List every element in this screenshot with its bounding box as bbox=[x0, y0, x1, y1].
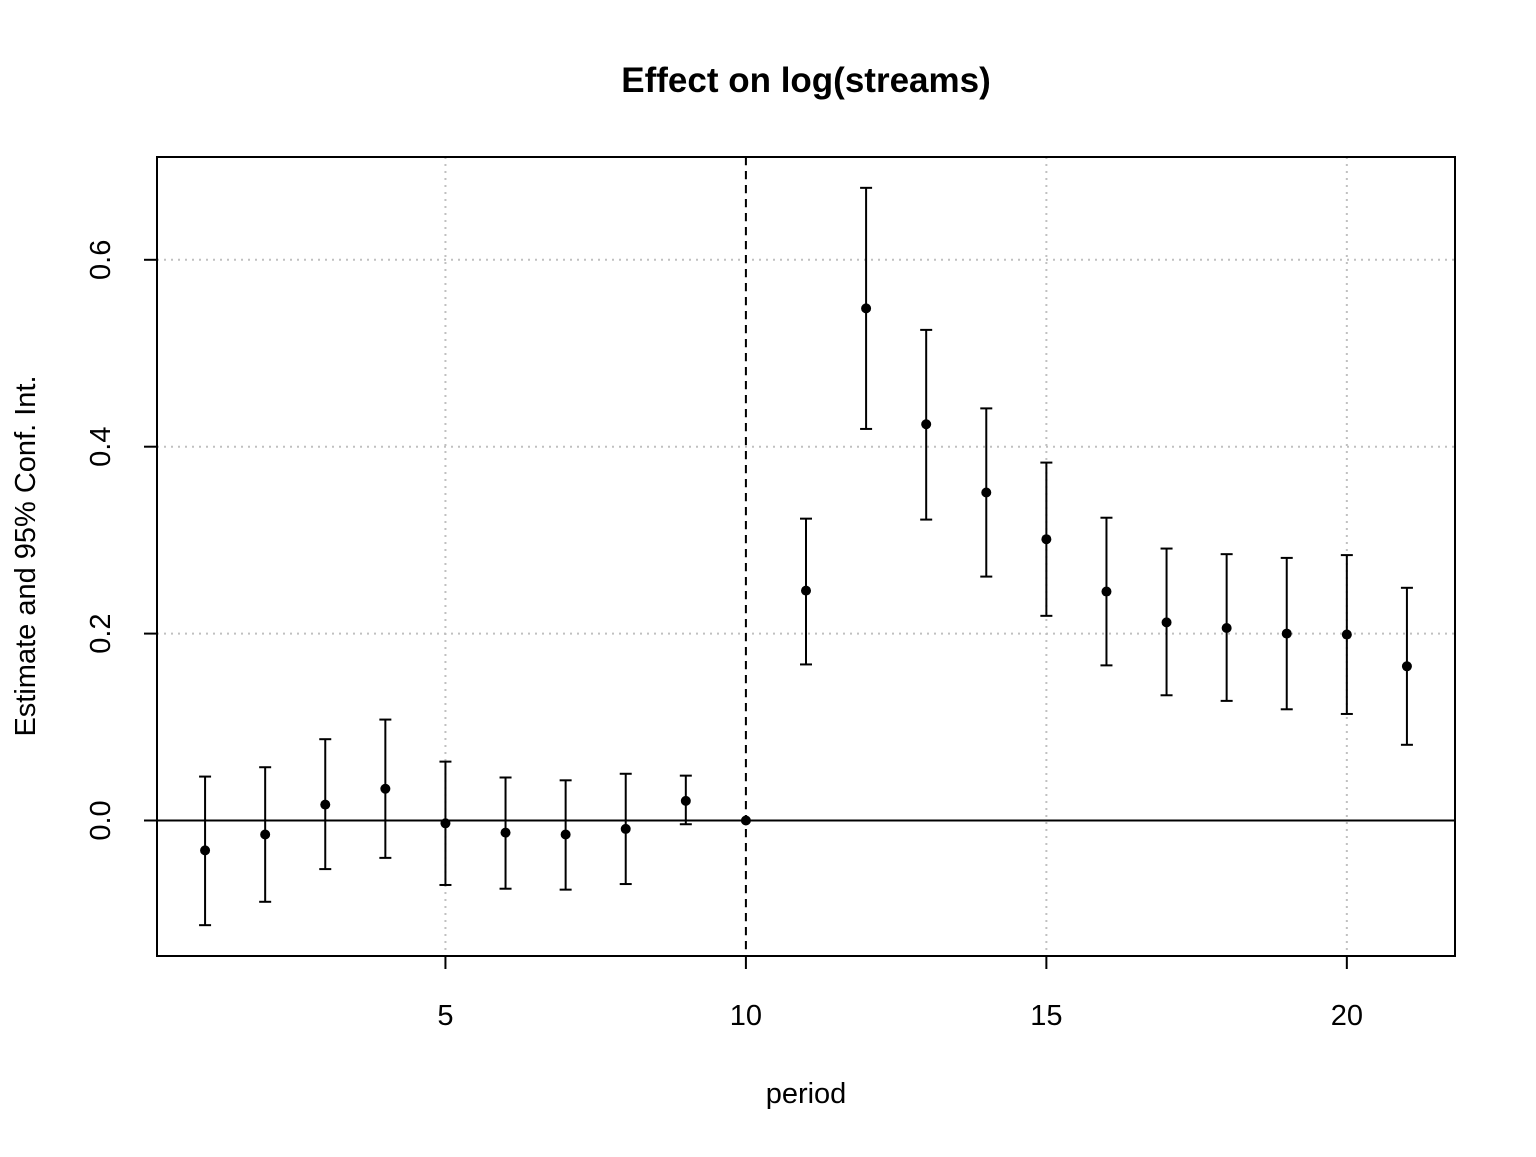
data-layer bbox=[199, 186, 1413, 927]
y-tick-label: 0.6 bbox=[85, 240, 117, 280]
estimate-point bbox=[1101, 586, 1112, 597]
estimate-point bbox=[1401, 661, 1412, 672]
estimate-point bbox=[921, 419, 932, 430]
x-tick-label: 15 bbox=[1030, 1000, 1062, 1032]
estimate-point bbox=[861, 303, 872, 314]
y-tick-label: 0.2 bbox=[85, 613, 117, 653]
estimate-point bbox=[740, 815, 751, 826]
estimate-point bbox=[620, 823, 631, 834]
x-axis-label: period bbox=[766, 1078, 847, 1110]
estimate-point bbox=[200, 845, 211, 856]
x-tick-label: 5 bbox=[437, 1000, 453, 1032]
estimate-point bbox=[320, 799, 331, 810]
estimate-point bbox=[801, 585, 811, 596]
x-tick-label: 20 bbox=[1331, 1000, 1363, 1032]
estimate-point bbox=[981, 487, 992, 498]
estimate-point bbox=[1161, 617, 1172, 628]
y-tick-label: 0.0 bbox=[85, 800, 117, 840]
estimate-point bbox=[1041, 534, 1052, 545]
y-axis: 0.0 0.2 0.4 0.6 bbox=[85, 240, 157, 841]
estimate-point bbox=[500, 827, 511, 838]
estimate-point bbox=[1341, 629, 1352, 640]
y-axis-label: Estimate and 95% Conf. Int. bbox=[10, 375, 42, 736]
estimate-point bbox=[1281, 628, 1292, 639]
x-axis: 5 10 15 20 bbox=[437, 956, 1363, 1032]
y-tick-label: 0.4 bbox=[85, 427, 117, 467]
estimate-point bbox=[440, 818, 451, 829]
estimate-point bbox=[1221, 622, 1232, 633]
estimate-point bbox=[560, 829, 571, 840]
estimate-point bbox=[380, 783, 391, 794]
estimate-point bbox=[260, 829, 271, 840]
x-tick-label: 10 bbox=[730, 1000, 762, 1032]
plot-frame bbox=[156, 156, 1456, 957]
chart-title: Effect on log(streams) bbox=[621, 61, 991, 100]
estimate-point bbox=[680, 795, 691, 806]
